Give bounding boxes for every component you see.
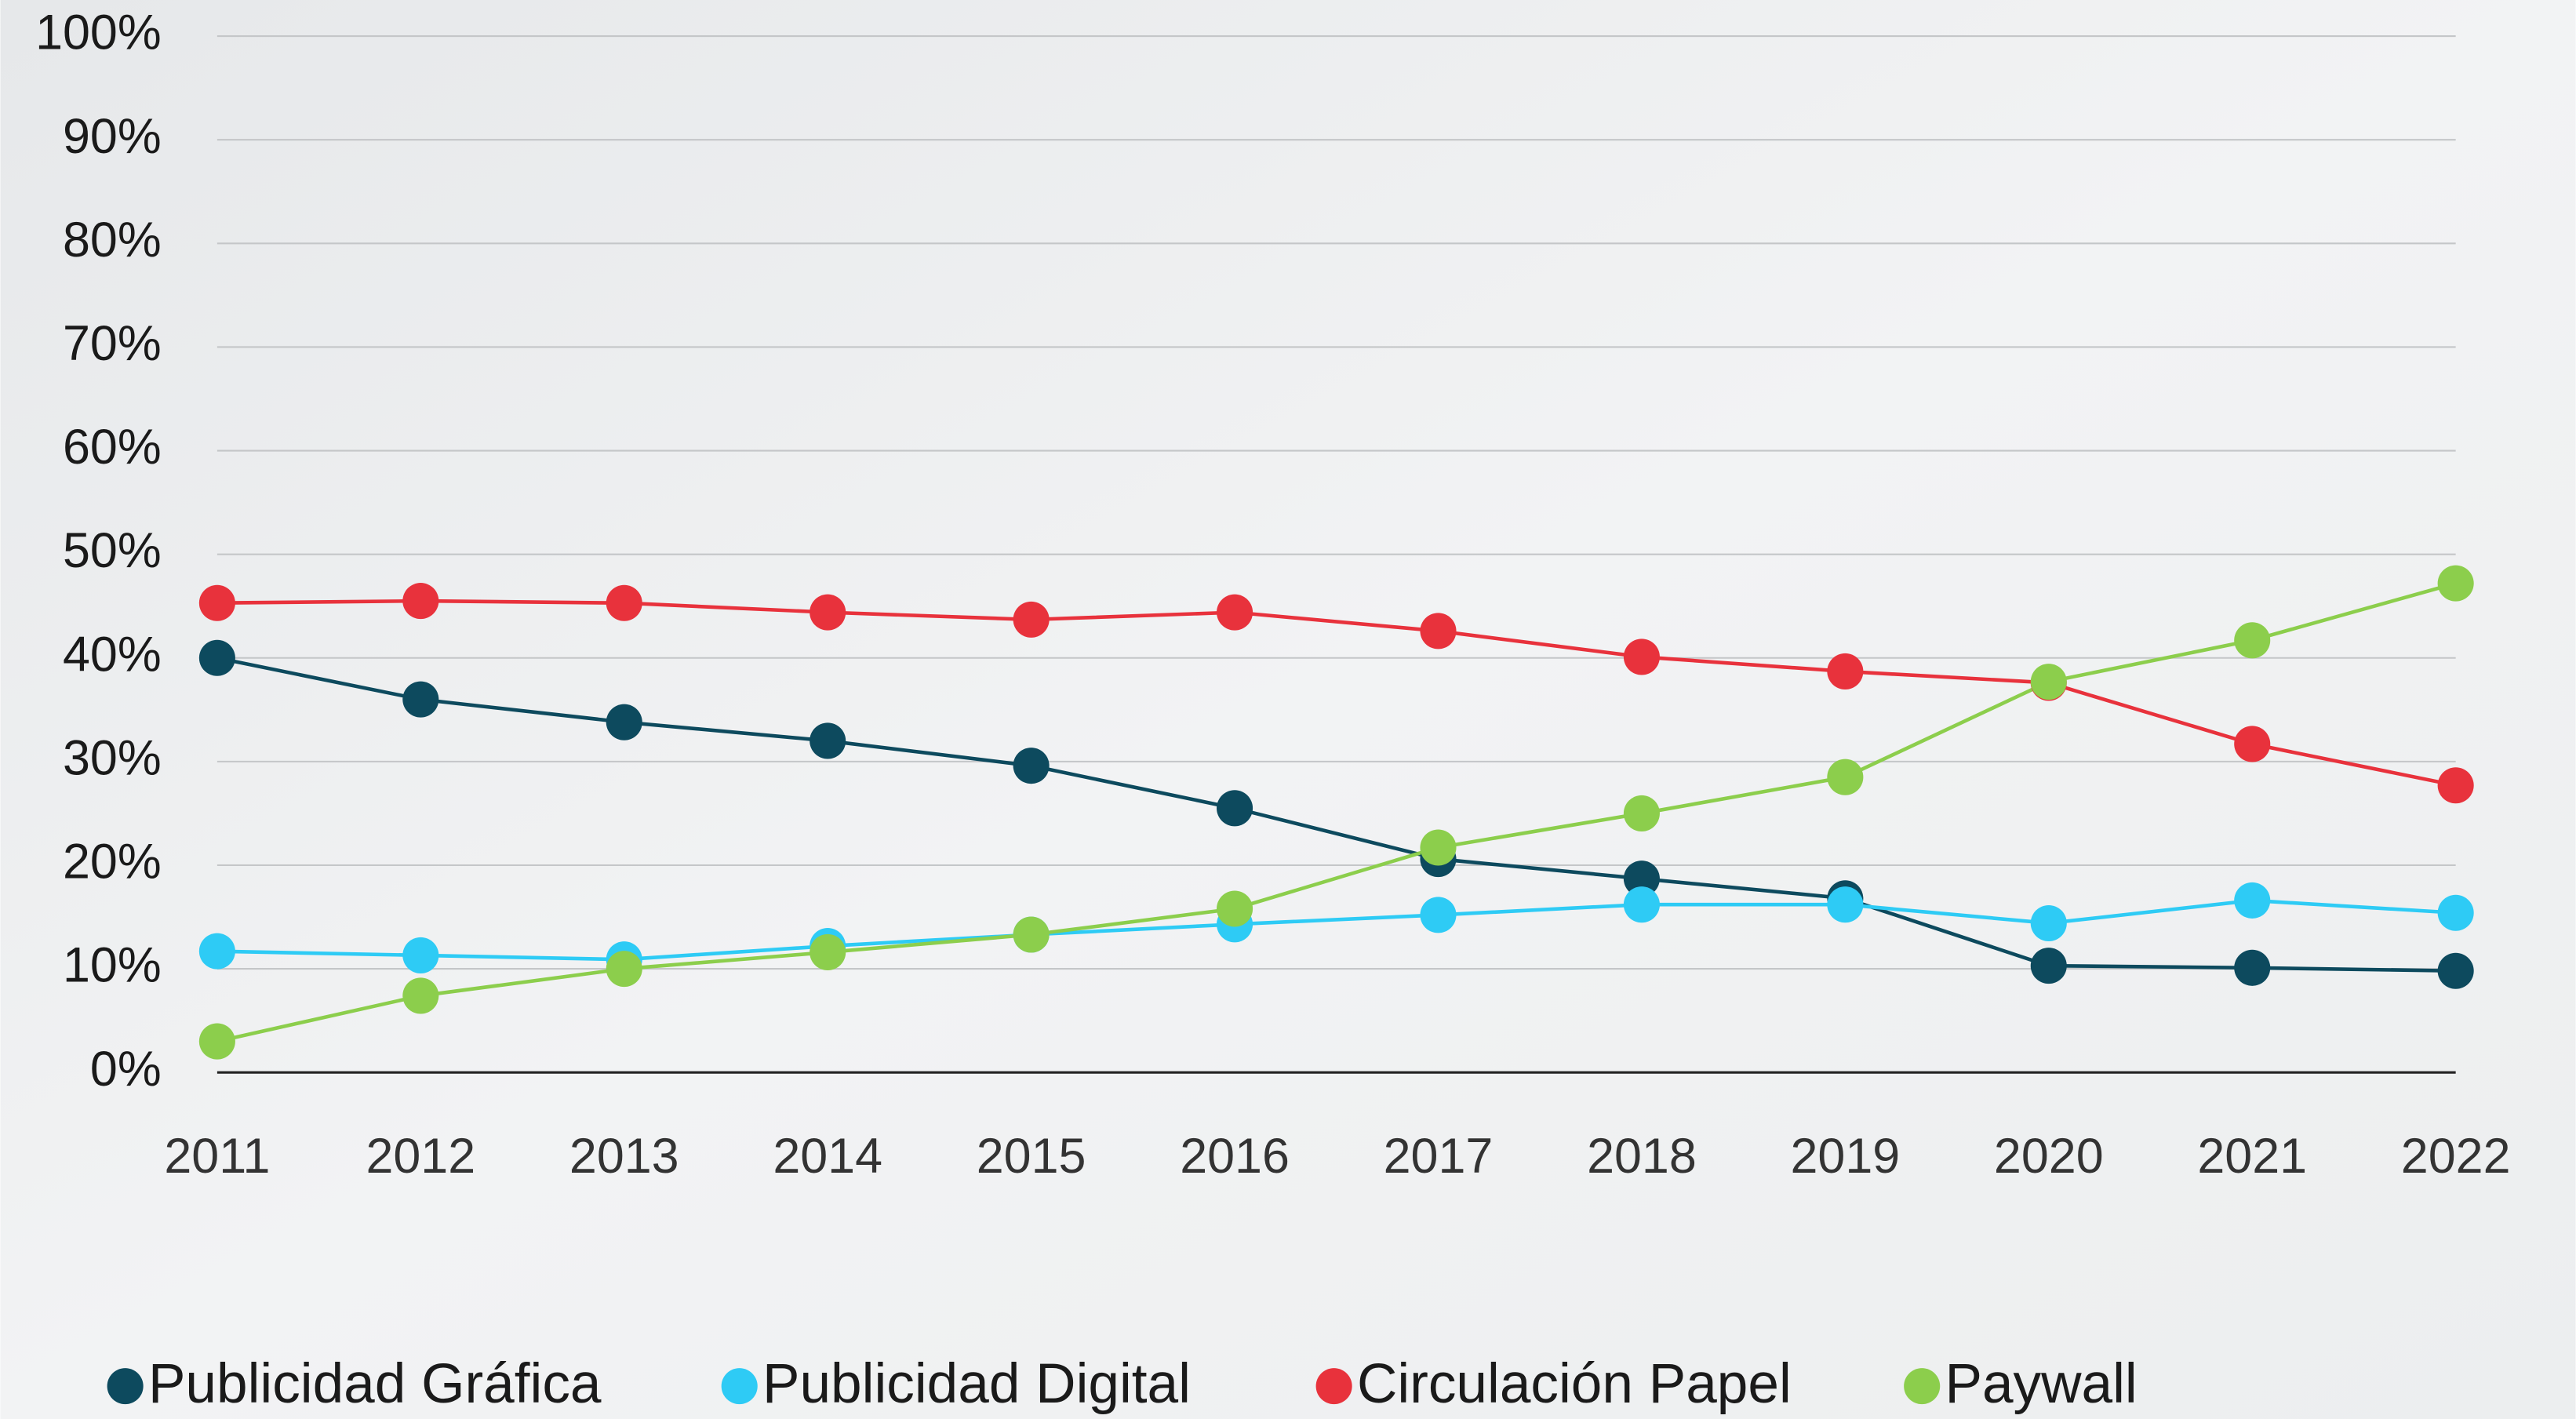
data-point — [198, 1023, 235, 1060]
legend-label: Paywall — [1945, 1353, 2138, 1415]
x-tick-label: 2022 — [2401, 1129, 2511, 1184]
data-point — [606, 951, 642, 988]
legend-marker — [1904, 1368, 1941, 1405]
y-tick-label: 30% — [63, 730, 162, 785]
data-point — [402, 681, 439, 718]
data-point — [198, 639, 235, 676]
legend-label: Publicidad Digital — [762, 1353, 1191, 1415]
data-point — [2234, 726, 2271, 762]
data-point — [1623, 860, 1660, 897]
data-point — [2030, 664, 2067, 700]
data-point — [1420, 613, 1457, 649]
legend-marker — [1315, 1368, 1352, 1405]
legend-marker — [107, 1368, 144, 1405]
data-point — [2030, 904, 2067, 942]
x-tick-label: 2021 — [2197, 1129, 2307, 1184]
x-tick-label: 2014 — [773, 1129, 882, 1184]
data-point — [810, 722, 846, 759]
data-point — [1013, 601, 1050, 638]
y-tick-label: 50% — [63, 523, 162, 578]
y-tick-label: 40% — [63, 627, 162, 682]
data-point — [1827, 886, 1864, 923]
x-tick-label: 2020 — [1994, 1129, 2104, 1184]
data-point — [402, 937, 439, 973]
data-point — [1623, 886, 1660, 923]
x-tick-label: 2012 — [366, 1129, 475, 1184]
data-point — [1217, 594, 1253, 631]
data-point — [2030, 948, 2067, 984]
x-tick-label: 2018 — [1587, 1129, 1697, 1184]
data-point — [1623, 795, 1660, 831]
series-line — [216, 656, 2456, 973]
x-tick-label: 2013 — [569, 1129, 679, 1184]
data-point — [2234, 882, 2271, 919]
y-tick-label: 10% — [63, 938, 162, 993]
series-line — [216, 599, 2457, 788]
data-point — [606, 704, 642, 740]
data-point — [1217, 790, 1253, 827]
data-point — [2437, 767, 2474, 804]
series-line — [216, 898, 2456, 962]
data-point — [2437, 565, 2474, 602]
data-point — [402, 583, 439, 620]
data-point — [198, 933, 235, 970]
data-point — [402, 977, 439, 1014]
data-point — [1013, 748, 1050, 784]
y-tick-label: 70% — [63, 316, 162, 371]
data-point — [198, 584, 235, 621]
y-tick-label: 90% — [63, 109, 162, 164]
y-tick-label: 60% — [63, 420, 162, 475]
data-point — [1420, 829, 1457, 866]
y-tick-label: 80% — [63, 213, 162, 267]
data-point — [1217, 890, 1253, 927]
series-line — [216, 581, 2457, 1043]
data-point — [810, 933, 846, 970]
data-point — [1420, 897, 1457, 933]
data-point — [2437, 952, 2474, 989]
data-point — [2437, 894, 2474, 931]
data-point — [810, 594, 846, 631]
data-point — [2234, 622, 2271, 659]
x-tick-label: 2011 — [164, 1129, 270, 1184]
data-point — [606, 584, 642, 621]
x-tick-label: 2016 — [1180, 1129, 1290, 1184]
data-point — [1013, 916, 1050, 953]
data-point — [1623, 639, 1660, 675]
y-tick-label: 20% — [63, 835, 162, 890]
legend-label: Circulación Papel — [1357, 1353, 1792, 1415]
y-tick-label: 100% — [35, 5, 162, 60]
data-point — [1827, 653, 1864, 689]
x-tick-label: 2019 — [1791, 1129, 1901, 1184]
data-point — [2234, 949, 2271, 986]
y-tick-label: 0% — [90, 1042, 162, 1097]
x-tick-label: 2015 — [977, 1129, 1086, 1184]
legend-marker — [721, 1368, 758, 1405]
data-point — [1827, 759, 1864, 795]
x-tick-label: 2017 — [1384, 1129, 1494, 1184]
legend-label: Publicidad Gráfica — [148, 1353, 602, 1415]
